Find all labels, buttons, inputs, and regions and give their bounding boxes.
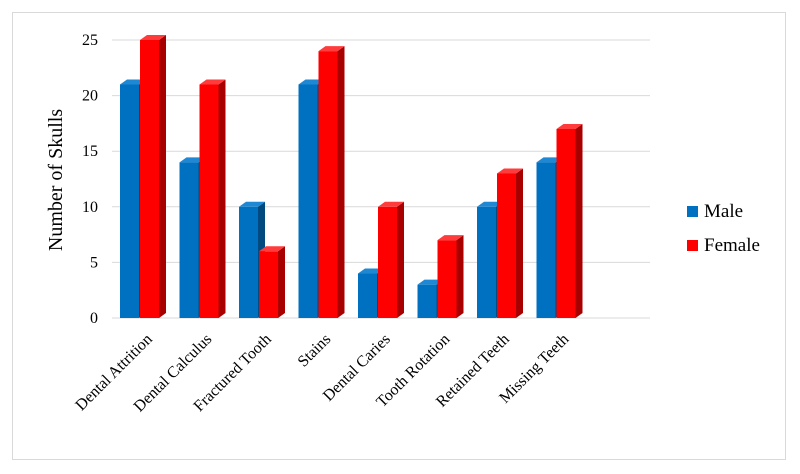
y-tick-label: 20 <box>82 88 98 105</box>
bar-female-4 <box>378 201 404 318</box>
bar-female-2 <box>259 246 285 318</box>
y-tick-label: 10 <box>82 199 98 216</box>
y-axis-ticks: 0 5 10 15 20 25 <box>82 32 98 327</box>
bar-female-5 <box>437 235 464 318</box>
legend-label: Female <box>704 235 760 256</box>
y-tick-label: 25 <box>82 32 98 49</box>
y-tick-label: 5 <box>90 254 98 271</box>
x-tick-label: Stains <box>295 331 335 371</box>
bars <box>120 35 583 319</box>
y-axis-label: Number of Skulls <box>45 109 67 251</box>
legend-label: Male <box>704 201 743 222</box>
legend-swatch <box>687 240 698 251</box>
legend-item-male: Male <box>687 201 743 222</box>
bar-female-0 <box>140 35 166 318</box>
legend: Male Female <box>687 201 760 256</box>
bar-female-3 <box>318 46 345 319</box>
y-tick-label: 0 <box>90 310 98 327</box>
bar-female-7 <box>556 123 583 319</box>
bar-female-1 <box>199 79 226 318</box>
legend-item-female: Female <box>687 235 760 256</box>
legend-swatch <box>687 206 698 217</box>
bar-female-6 <box>497 168 523 318</box>
y-tick-label: 15 <box>82 143 98 160</box>
